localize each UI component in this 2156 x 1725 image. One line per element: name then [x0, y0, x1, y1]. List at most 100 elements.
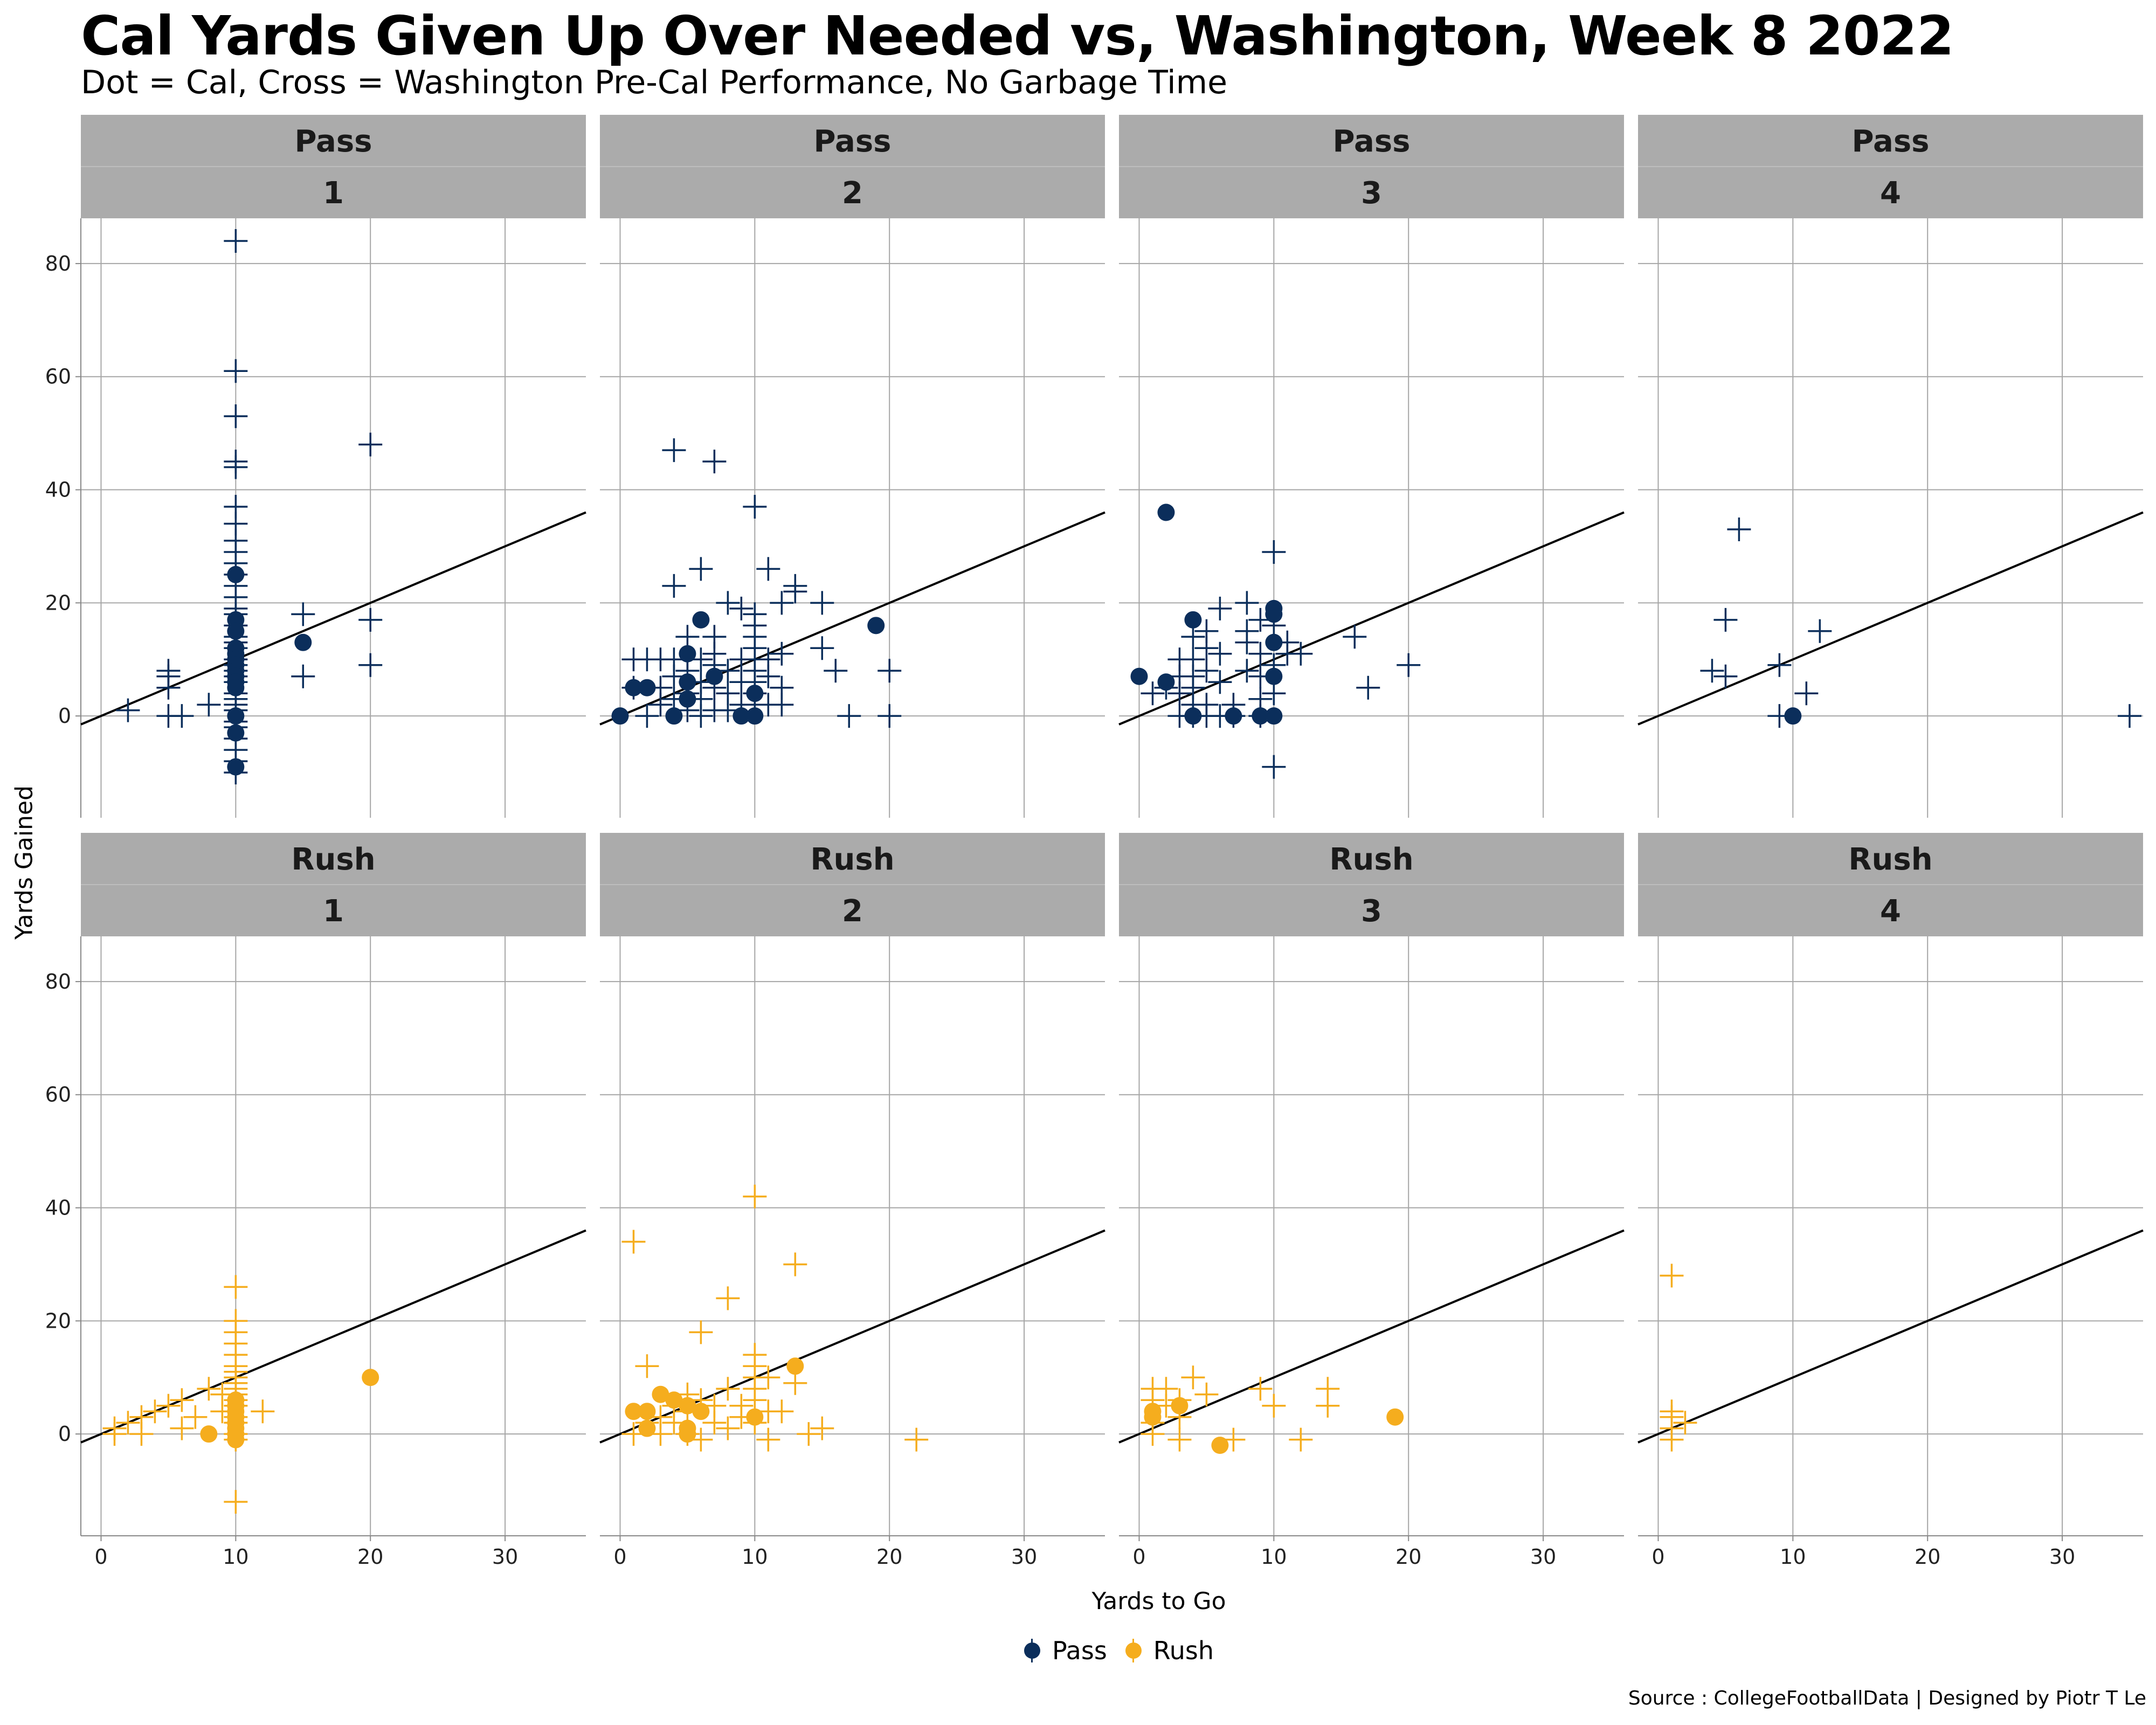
washington-cross-point	[716, 1416, 740, 1440]
cal-dot-point	[652, 1385, 669, 1403]
legend-item-rush: Rush	[1120, 1636, 1214, 1665]
y-tick-label: 40	[45, 478, 71, 502]
legend-label-pass: Pass	[1052, 1636, 1107, 1665]
cal-dot-point	[227, 724, 245, 742]
washington-cross-point	[729, 596, 754, 620]
legend-key-rush	[1120, 1637, 1147, 1664]
washington-cross-point	[358, 432, 383, 457]
cal-dot-point	[1386, 1408, 1404, 1426]
washington-cross-point	[1700, 659, 1724, 683]
washington-cross-point	[116, 698, 140, 722]
washington-cross-point	[183, 1405, 208, 1429]
washington-cross-point	[1660, 1264, 1684, 1288]
cal-dot-point	[665, 707, 683, 725]
washington-cross-point	[1356, 675, 1380, 700]
washington-cross-point	[224, 404, 248, 429]
cal-dot-point	[227, 1431, 245, 1448]
strip-label-playtype: Pass	[1852, 124, 1930, 159]
legend-item-pass: Pass	[1019, 1636, 1107, 1665]
washington-cross-point	[1235, 630, 1259, 654]
cal-dot-point	[1211, 1437, 1229, 1454]
washington-cross-point	[810, 591, 834, 615]
legend: Pass Rush	[1019, 1636, 1227, 1665]
cal-dot-point	[1171, 1397, 1188, 1414]
x-tick-label: 10	[223, 1545, 248, 1569]
washington-cross-point	[2118, 704, 2142, 728]
washington-cross-point	[170, 1416, 194, 1440]
washington-cross-point	[675, 625, 700, 649]
cal-dot-point	[1157, 673, 1175, 691]
washington-cross-point	[170, 1388, 194, 1412]
washington-cross-point	[129, 1405, 154, 1429]
washington-cross-point	[116, 1411, 140, 1435]
cal-dot-point	[1184, 707, 1202, 725]
cal-dot-point	[227, 565, 245, 583]
washington-cross-point	[358, 653, 383, 677]
cal-dot-point	[1225, 707, 1242, 725]
x-tick-label: 0	[1651, 1545, 1664, 1569]
washington-cross-point	[170, 704, 194, 728]
cal-dot-point	[1265, 707, 1283, 725]
reference-line	[1118, 1229, 1625, 1444]
legend-key-pass	[1019, 1637, 1046, 1664]
strip-label-playtype: Rush	[1848, 842, 1932, 877]
washington-cross-point	[716, 1286, 740, 1310]
strip-label-playtype: Pass	[1333, 124, 1411, 159]
cal-dot-point	[665, 1391, 683, 1409]
washington-cross-point	[1141, 681, 1165, 706]
washington-cross-point	[770, 591, 794, 615]
washington-cross-point	[251, 1399, 275, 1424]
washington-cross-point	[702, 450, 727, 474]
strip-label-playtype: Rush	[291, 842, 375, 877]
washington-cross-point	[1248, 1377, 1273, 1401]
cal-dot-point	[1144, 1408, 1162, 1426]
strip-label-playtype: Rush	[810, 842, 894, 877]
x-tick-label: 30	[2049, 1545, 2075, 1569]
y-tick-label: 60	[45, 1083, 71, 1107]
washington-cross-point	[810, 1416, 834, 1440]
cal-dot-point	[1252, 707, 1269, 725]
x-axis-label: Yards to Go	[1091, 1588, 1226, 1615]
washington-cross-point	[1713, 664, 1738, 688]
washington-cross-point	[1673, 1411, 1697, 1435]
washington-cross-point	[291, 602, 315, 626]
washington-cross-point	[662, 574, 686, 598]
cal-dot-point	[1184, 611, 1202, 629]
washington-cross-point	[1289, 1427, 1313, 1452]
washington-cross-point	[224, 455, 248, 479]
washington-cross-point	[689, 704, 713, 728]
cal-dot-point	[746, 685, 764, 702]
cal-dot-point	[362, 1369, 379, 1386]
washington-cross-point	[1397, 653, 1421, 677]
washington-cross-point	[1262, 681, 1286, 706]
washington-cross-point	[1167, 1427, 1192, 1452]
cal-dot-point	[294, 633, 312, 651]
cal-dot-point	[746, 1408, 764, 1426]
washington-cross-point	[1262, 1393, 1286, 1418]
washington-cross-point	[1794, 681, 1819, 706]
legend-label-rush: Rush	[1153, 1636, 1214, 1665]
cal-dot-point	[786, 1357, 804, 1375]
cal-dot-point	[227, 758, 245, 776]
cal-dot-point	[227, 622, 245, 640]
cal-dot-point	[692, 1403, 710, 1420]
washington-cross-point	[877, 659, 902, 683]
washington-cross-point	[1208, 596, 1232, 620]
washington-cross-point	[770, 693, 794, 717]
washington-cross-point	[1208, 670, 1232, 694]
washington-cross-point	[1167, 681, 1192, 706]
y-tick-label: 20	[45, 1309, 71, 1333]
washington-cross-point	[743, 1388, 767, 1412]
washington-cross-point	[224, 229, 248, 253]
strip-label-down: 3	[1361, 176, 1382, 211]
washington-cross-point	[783, 579, 807, 604]
cal-dot-point	[679, 1397, 696, 1414]
washington-cross-point	[1208, 641, 1232, 666]
cal-dot-point	[1265, 667, 1283, 685]
washington-cross-point	[224, 359, 248, 383]
cal-dot-point	[1265, 605, 1283, 623]
x-tick-label: 20	[357, 1545, 383, 1569]
washington-cross-point	[1194, 636, 1219, 660]
strip-label-playtype: Rush	[1329, 842, 1413, 877]
